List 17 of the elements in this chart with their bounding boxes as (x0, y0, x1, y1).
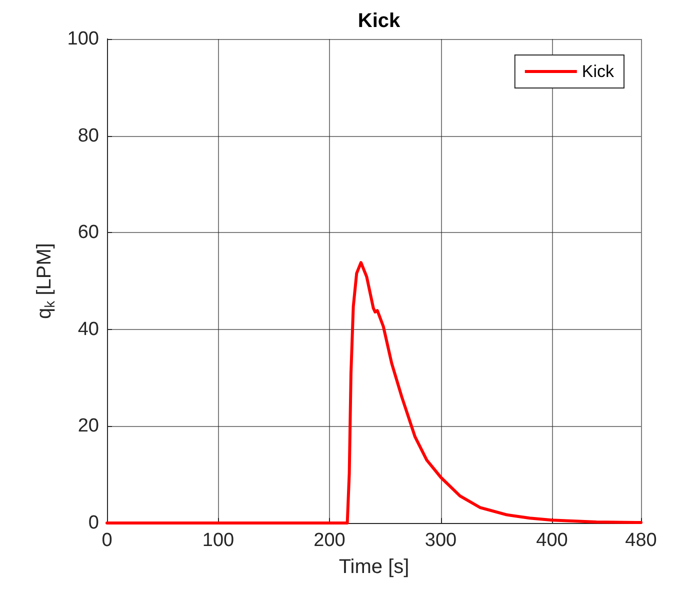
x-tick-label: 300 (424, 530, 457, 551)
x-axis-title: Time [s] (338, 556, 410, 578)
y-tick-label: 0 (88, 512, 99, 534)
legend-label: Kick (582, 62, 614, 81)
y-tick-label: 40 (78, 318, 99, 340)
y-tick-label: 20 (78, 416, 99, 437)
x-tick-label: 400 (536, 530, 568, 551)
chart-title: Kick (358, 10, 401, 32)
y-tick-label: 60 (78, 222, 99, 244)
x-tick-label: 0 (102, 530, 112, 551)
y-tick-label: 80 (78, 125, 99, 146)
x-tick-label: 480 (625, 530, 657, 551)
y-tick-label: 100 (67, 28, 99, 50)
y-axis-title: qk [LPM] (33, 243, 58, 319)
x-tick-label: 100 (202, 530, 234, 551)
x-tick-label: 200 (314, 530, 346, 551)
line-series (106, 261, 642, 524)
